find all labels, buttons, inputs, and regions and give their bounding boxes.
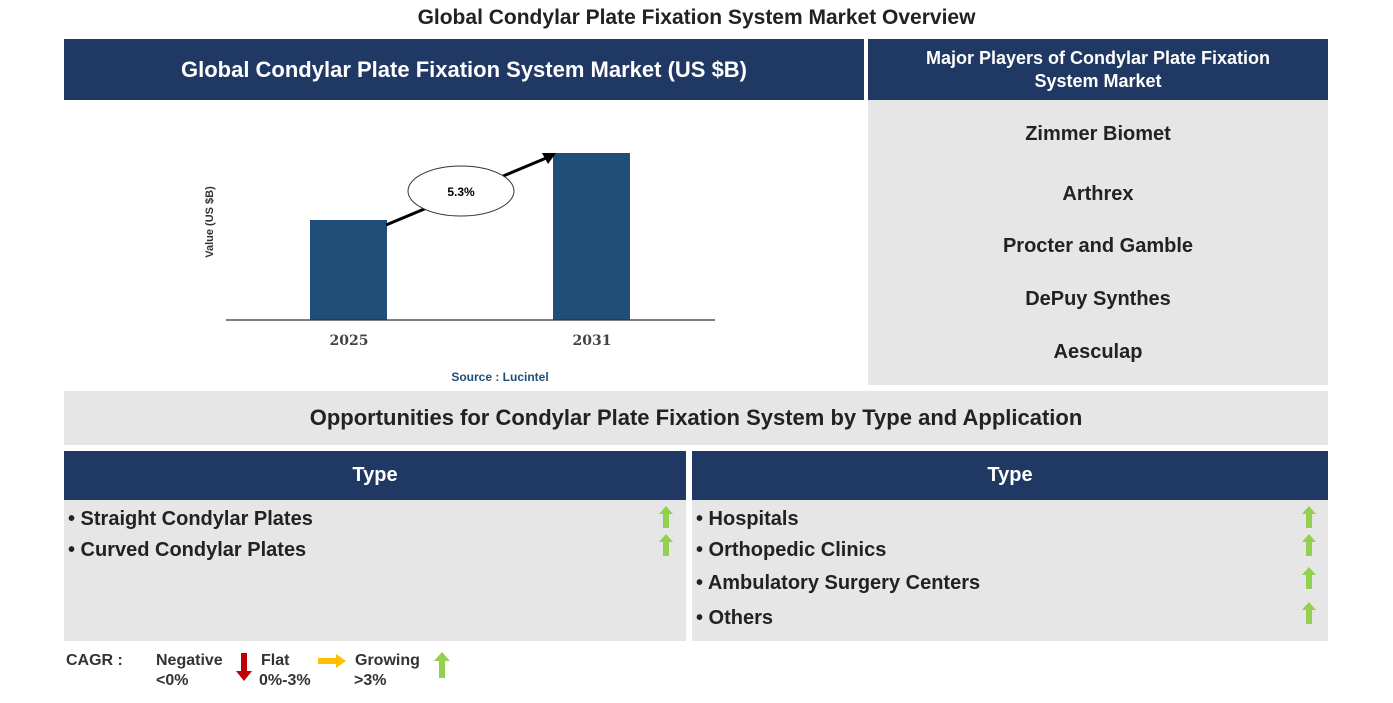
players-header: Major Players of Condylar Plate Fixation… [868,39,1328,100]
cagr-ellipse [407,165,515,217]
type-item: • Straight Condylar Plates [68,508,313,530]
player-item: Zimmer Biomet [1025,123,1171,145]
chart-header: Global Condylar Plate Fixation System Ma… [64,39,864,100]
application-item: • Orthopedic Clinics [696,539,887,561]
page-title: Global Condylar Plate Fixation System Ma… [417,6,976,29]
growing-arrow-icon [434,652,450,678]
type-panel [64,500,686,641]
growing-arrow-icon [659,534,673,556]
growing-arrow-icon [1302,534,1316,556]
opportunities-header: Opportunities for Condylar Plate Fixatio… [64,391,1328,445]
x-tick-label: 2031 [573,333,612,349]
application-header: Type [692,451,1328,500]
growing-arrow-icon [1302,567,1316,589]
application-item: • Others [696,607,774,629]
application-item: • Ambulatory Surgery Centers [696,572,981,594]
legend-growing: Growing [355,652,420,669]
type-item: • Curved Condylar Plates [68,539,307,561]
legend-negative-range: <0% [156,672,189,689]
x-tick-label: 2025 [330,333,369,349]
bar-2031 [553,153,630,320]
cagr-value: 5.3% [447,185,475,199]
application-panel [692,500,1328,641]
source-label: Source : Lucintel [451,370,548,384]
player-item: Aesculap [1053,341,1143,363]
negative-arrow-icon [236,653,252,681]
bar-2025 [310,220,387,320]
growing-arrow-icon [659,506,673,528]
legend-label: CAGR : [66,652,123,669]
type-header: Type [64,451,686,500]
player-item: DePuy Synthes [1025,288,1171,310]
flat-arrow-icon [318,654,346,668]
arrow-head-icon [542,153,556,164]
application-item: • Hospitals [696,508,799,530]
player-item: Arthrex [1062,183,1134,205]
legend-growing-range: >3% [354,672,387,689]
legend-flat: Flat [261,652,290,669]
player-item: Procter and Gamble [1002,235,1194,257]
legend-negative: Negative [156,652,223,669]
growing-arrow-icon [1302,506,1316,528]
legend-flat-range: 0%-3% [259,672,311,689]
growing-arrow-icon [1302,602,1316,624]
players-panel [868,100,1328,385]
bar-chart: Value (US $B) 2025 2031 5.3% Source : Luc… [204,153,715,384]
y-axis-label: Value (US $B) [204,186,216,258]
